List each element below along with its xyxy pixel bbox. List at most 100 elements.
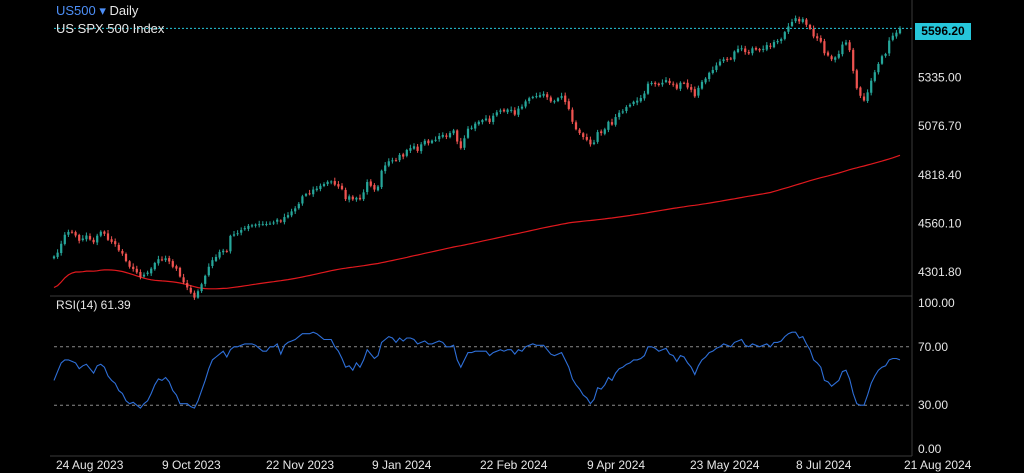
symbol-dropdown-icon[interactable]: ▾ — [99, 3, 106, 18]
candle-body — [873, 72, 876, 81]
candle — [265, 221, 268, 227]
candle-body — [711, 69, 714, 73]
candle — [538, 92, 542, 99]
candle — [384, 162, 387, 174]
candle-body — [668, 80, 671, 84]
candle — [812, 25, 815, 39]
candle-body — [891, 35, 894, 40]
candle-body — [477, 121, 480, 125]
candle — [632, 100, 635, 106]
candle — [470, 125, 473, 130]
candle — [319, 183, 322, 192]
candle-body — [502, 109, 506, 112]
candle — [92, 237, 95, 245]
candle — [574, 120, 578, 131]
candle — [430, 139, 434, 144]
candle-body — [322, 184, 326, 186]
candle — [81, 235, 84, 242]
candle-body — [394, 160, 398, 162]
candle — [772, 39, 776, 49]
candle — [603, 127, 606, 136]
candle — [225, 249, 228, 253]
candle — [186, 279, 189, 291]
candle-body — [790, 21, 794, 26]
candle — [553, 99, 556, 104]
candle — [438, 133, 441, 142]
time-tick-label: 22 Feb 2024 — [480, 458, 548, 472]
candle-body — [672, 83, 675, 85]
candle — [351, 195, 354, 201]
time-tick-label: 24 Aug 2023 — [56, 458, 124, 472]
interval-label[interactable]: Daily — [109, 3, 139, 18]
candle-body — [877, 63, 880, 73]
candle-body — [405, 150, 408, 156]
candle — [207, 263, 210, 277]
candle — [344, 187, 347, 202]
candle — [700, 79, 704, 90]
candle-body — [261, 224, 264, 226]
price-tick-label: 4301.80 — [918, 265, 962, 279]
candle-body — [326, 181, 329, 185]
candle — [614, 114, 617, 127]
candle — [855, 68, 858, 90]
candle-body — [218, 251, 221, 258]
candle-body — [657, 83, 660, 86]
candle-body — [654, 82, 657, 85]
candle-body — [643, 93, 646, 99]
rsi-tick-label: 70.00 — [918, 340, 948, 354]
candle-body — [762, 48, 765, 50]
candle-body — [582, 133, 585, 138]
candle — [747, 49, 750, 55]
candle-body — [646, 83, 650, 94]
time-axis: 24 Aug 2023 9 Oct 2023 22 Nov 2023 9 Jan 20… — [56, 458, 972, 472]
candle — [520, 104, 524, 110]
candle-body — [812, 28, 815, 37]
candle — [898, 26, 902, 35]
candle-body — [229, 235, 232, 252]
candle — [297, 201, 300, 210]
rsi-axis: 100.00 70.00 30.00 0.00 — [918, 296, 955, 456]
candle-body — [110, 239, 113, 242]
candle-body — [254, 224, 257, 226]
candle — [211, 257, 214, 269]
candle — [398, 153, 401, 163]
candle — [171, 259, 174, 269]
candle-body — [340, 185, 344, 190]
candle — [150, 267, 153, 276]
candle — [502, 108, 506, 113]
candle-body — [63, 234, 66, 244]
candle — [85, 232, 88, 242]
candle-body — [484, 118, 488, 121]
candle-body — [556, 98, 560, 102]
candle — [582, 132, 585, 140]
candle-body — [423, 140, 426, 145]
candle — [60, 240, 63, 256]
candle — [718, 58, 722, 67]
candle — [412, 143, 416, 150]
candle-body — [286, 215, 290, 218]
symbol-button[interactable]: US500 — [56, 3, 96, 18]
candle-body — [312, 189, 315, 195]
candle — [189, 285, 192, 295]
candle-body — [578, 129, 581, 134]
candle-body — [538, 95, 542, 97]
candle-body — [607, 121, 610, 130]
rsi-tick-label: 30.00 — [918, 398, 948, 412]
candle-body — [805, 19, 808, 25]
candle — [499, 108, 502, 115]
candle-body — [682, 82, 686, 84]
candle-body — [430, 140, 434, 143]
candle — [672, 81, 675, 87]
candle-body — [740, 48, 743, 50]
candle — [495, 110, 498, 117]
candle-body — [88, 236, 92, 240]
candle-body — [200, 284, 203, 292]
candle — [456, 129, 459, 145]
candle — [801, 17, 804, 24]
candle-body — [567, 101, 570, 109]
rsi-indicator-label[interactable]: RSI(14) 61.39 — [56, 298, 131, 312]
candle — [765, 42, 768, 52]
candle-body — [639, 98, 642, 102]
time-tick-label: 9 Oct 2023 — [162, 458, 221, 472]
